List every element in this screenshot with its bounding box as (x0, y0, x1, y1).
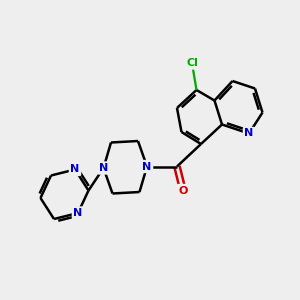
Text: N: N (74, 208, 82, 218)
Text: O: O (178, 185, 188, 196)
Text: Cl: Cl (186, 58, 198, 68)
Text: N: N (70, 164, 80, 175)
Text: N: N (244, 128, 253, 139)
Text: N: N (142, 161, 152, 172)
Text: N: N (99, 163, 108, 173)
